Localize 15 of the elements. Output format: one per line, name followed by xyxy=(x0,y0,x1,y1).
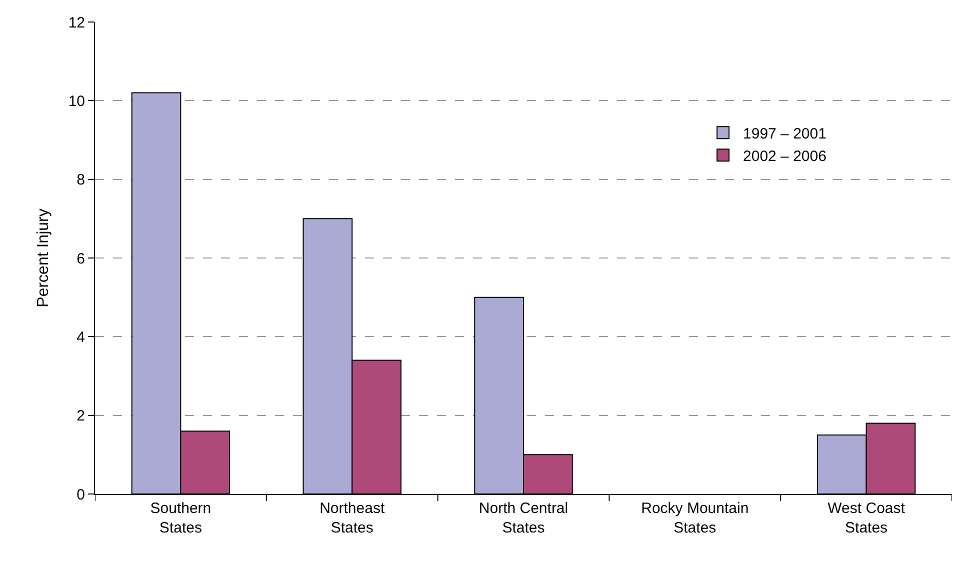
y-tick-label: 6 xyxy=(76,250,85,268)
y-axis-title: Percent Injury xyxy=(35,208,52,308)
y-tick-label: 4 xyxy=(76,328,85,346)
legend-label: 2002 – 2006 xyxy=(743,148,826,165)
x-tick-label: Rocky Mountain States xyxy=(641,500,749,536)
x-tick-label: West Coast States xyxy=(828,500,906,536)
x-tick-label: Northeast States xyxy=(320,500,386,536)
y-tick-label: 10 xyxy=(68,92,85,110)
x-tick-label: Southern States xyxy=(150,500,212,536)
y-tick-label: 0 xyxy=(76,486,85,504)
y-tick-label: 12 xyxy=(68,14,85,32)
y-tick-label: 2 xyxy=(76,408,85,425)
x-tick-label: North Central States xyxy=(478,500,568,536)
legend-label: 1997 – 2001 xyxy=(743,126,826,142)
y-tick-label: 8 xyxy=(76,172,85,189)
